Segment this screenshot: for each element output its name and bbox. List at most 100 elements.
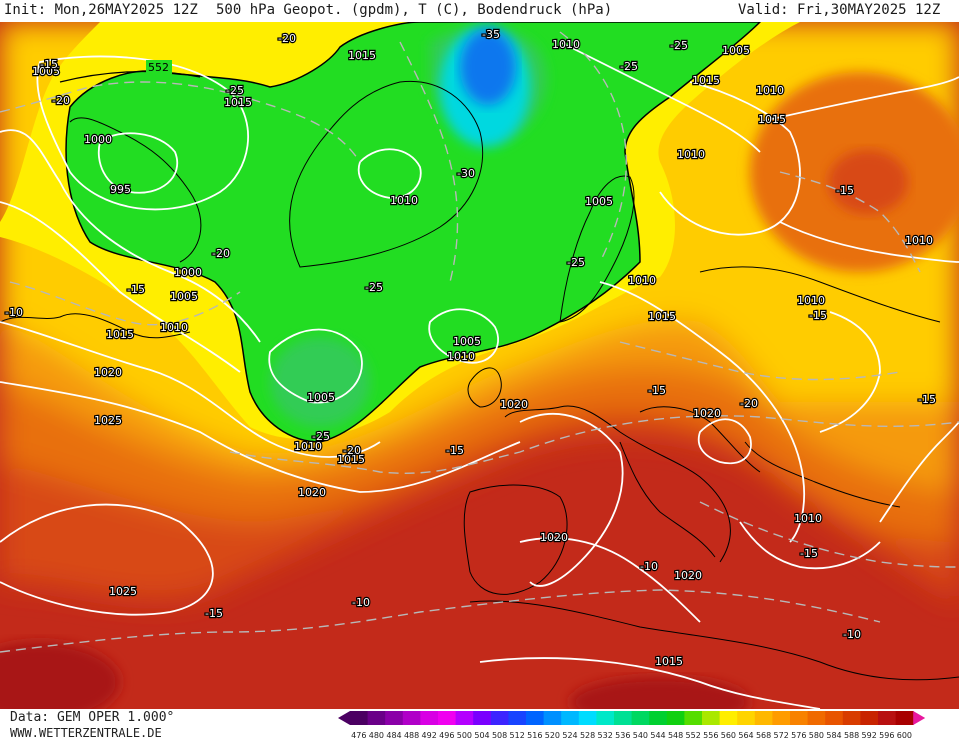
svg-text:-10: -10	[5, 306, 23, 319]
scale-tick-label: 548	[668, 731, 683, 740]
temperature-label: -15	[204, 606, 224, 621]
temperature-label: -10	[639, 559, 659, 574]
svg-text:-15: -15	[809, 309, 827, 322]
scale-tick-label: 596	[879, 731, 894, 740]
svg-text:1010: 1010	[294, 440, 322, 453]
color-scale: 476 480 484 488 492 496 500 504 508 512 516 520 524 5…	[338, 711, 926, 740]
svg-text:1015: 1015	[337, 453, 365, 466]
scale-swatch	[473, 711, 492, 725]
temperature-label: -15	[126, 282, 146, 297]
website: WWW.WETTERZENTRALE.DE	[10, 726, 162, 740]
pressure-label: 1015	[654, 654, 684, 669]
pressure-label: 1010	[627, 273, 657, 288]
scale-swatch	[561, 711, 580, 725]
pressure-label: 1010	[796, 293, 826, 308]
scale-low-arrow	[338, 711, 350, 725]
svg-text:-25: -25	[226, 84, 244, 97]
scale-swatch	[543, 711, 562, 725]
pressure-label: 1010	[676, 147, 706, 162]
scale-tick-label: 532	[598, 731, 613, 740]
pressure-label: 1015	[647, 309, 677, 324]
scale-swatch	[737, 711, 756, 725]
pressure-label: 1010	[755, 83, 785, 98]
scale-swatch	[807, 711, 826, 725]
chart-footer: Data: GEM OPER 1.000° WWW.WETTERZENTRALE…	[0, 709, 959, 741]
chart-title: 500 hPa Geopot. (gpdm), T (C), Bodendruc…	[216, 2, 613, 18]
svg-text:1020: 1020	[540, 531, 568, 544]
temperature-label: -25	[364, 280, 384, 295]
scale-swatch	[702, 711, 721, 725]
svg-text:-15: -15	[446, 444, 464, 457]
svg-text:1020: 1020	[693, 407, 721, 420]
svg-text:-25: -25	[312, 430, 330, 443]
svg-text:1010: 1010	[677, 148, 705, 161]
scale-swatch	[438, 711, 457, 725]
scale-swatch	[649, 711, 668, 725]
scale-swatch	[578, 711, 597, 725]
scale-swatch	[402, 711, 421, 725]
pressure-label: 1015	[336, 452, 366, 467]
svg-text:1000: 1000	[174, 266, 202, 279]
svg-text:-25: -25	[567, 256, 585, 269]
svg-text:1010: 1010	[552, 38, 580, 51]
temperature-label: -15	[835, 183, 855, 198]
scale-swatch	[666, 711, 685, 725]
svg-text:-15: -15	[836, 184, 854, 197]
pressure-label: 1020	[692, 406, 722, 421]
pressure-label: 1005	[31, 64, 61, 79]
temperature-label: -25	[669, 38, 689, 53]
scale-tick-label: 552	[686, 731, 701, 740]
pressure-label: 1010	[551, 37, 581, 52]
svg-text:-10: -10	[352, 596, 370, 609]
scale-swatch	[420, 711, 439, 725]
temperature-label: -25	[619, 59, 639, 74]
scale-tick-label: 528	[580, 731, 595, 740]
scale-tick-label: 560	[721, 731, 736, 740]
svg-text:1020: 1020	[500, 398, 528, 411]
temperature-label: -20	[342, 443, 362, 458]
scale-tick-label: 588	[844, 731, 859, 740]
scale-tick-label: 480	[369, 731, 384, 740]
svg-text:-15: -15	[205, 607, 223, 620]
scale-swatch	[455, 711, 474, 725]
svg-text:1010: 1010	[390, 194, 418, 207]
scale-tick-label: 564	[738, 731, 753, 740]
geopotential-label: 552	[146, 60, 172, 74]
pressure-label: 1010	[793, 511, 823, 526]
scale-swatch	[754, 711, 773, 725]
pressure-label: 1010	[389, 193, 419, 208]
svg-text:-15: -15	[40, 58, 58, 71]
svg-text:1020: 1020	[94, 366, 122, 379]
svg-text:1005: 1005	[32, 65, 60, 78]
scale-tick-label: 484	[386, 731, 401, 740]
svg-text:1015: 1015	[655, 655, 683, 668]
field-green	[65, 22, 762, 443]
scale-swatch	[719, 711, 738, 725]
svg-text:-10: -10	[843, 628, 861, 641]
svg-text:-20: -20	[52, 94, 70, 107]
svg-text:1005: 1005	[307, 391, 335, 404]
pressure-label: 1020	[539, 530, 569, 545]
svg-text:-25: -25	[365, 281, 383, 294]
svg-text:1025: 1025	[94, 414, 122, 427]
temperature-labels: -15-20-20-25-35-25-25-30-20-15 -25-25-25-…	[4, 27, 937, 642]
pressure-label: 1005	[584, 194, 614, 209]
temperature-label: -20	[51, 93, 71, 108]
svg-text:1010: 1010	[160, 321, 188, 334]
scale-swatch	[772, 711, 791, 725]
svg-text:552: 552	[148, 61, 169, 74]
svg-text:1005: 1005	[453, 335, 481, 348]
scale-swatch	[860, 711, 879, 725]
coastlines	[0, 80, 959, 681]
svg-text:-20: -20	[343, 444, 361, 457]
svg-text:-15: -15	[127, 283, 145, 296]
data-source: Data: GEM OPER 1.000°	[10, 710, 175, 725]
scale-swatch	[508, 711, 527, 725]
svg-text:1005: 1005	[722, 44, 750, 57]
svg-text:-25: -25	[620, 60, 638, 73]
field-blue	[460, 29, 516, 105]
temperature-label: -15	[799, 546, 819, 561]
pressure-label: 1010	[293, 439, 323, 454]
temperature-label: -25	[566, 255, 586, 270]
temperature-label: -35	[481, 27, 501, 42]
